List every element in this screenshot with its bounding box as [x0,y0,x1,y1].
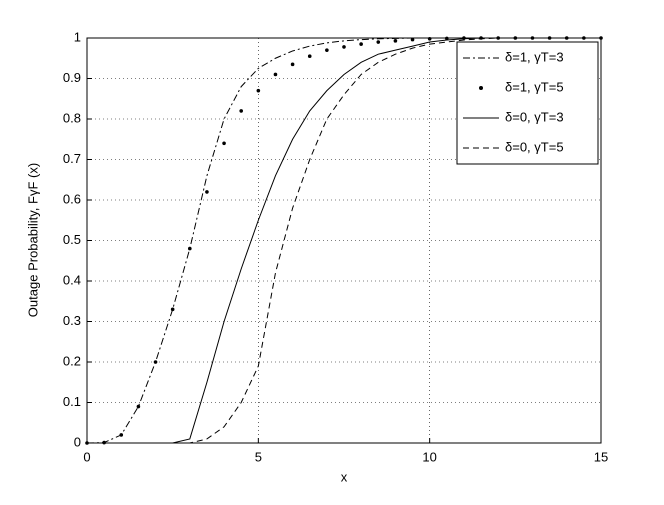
y-axis-label: Outage Probability, FγF (x) [25,163,40,317]
data-point [410,37,415,42]
data-point [307,54,312,59]
data-point [376,40,381,44]
y-tick-label: 0.1 [63,394,81,409]
y-tick-label: 0.5 [63,232,81,247]
legend-label: δ=0, γT=5 [505,139,564,154]
data-point [188,246,192,251]
data-point [256,88,261,93]
legend-label: δ=1, γT=5 [505,79,564,94]
y-tick-label: 0.2 [63,353,81,368]
data-point [290,62,295,67]
y-tick-label: 0.6 [63,191,81,206]
data-point [359,42,363,46]
x-tick-label: 10 [422,449,436,464]
y-tick-label: 0.3 [63,313,81,328]
data-point [205,190,209,194]
data-line [87,37,601,444]
data-point [153,360,158,364]
x-tick-label: 5 [255,449,262,464]
data-point [170,307,175,312]
data-point [427,37,432,41]
legend-label: δ=0, γT=3 [505,109,564,124]
y-tick-label: 0.8 [63,110,81,125]
data-point [342,45,346,49]
y-tick-label: 0.4 [63,272,81,287]
data-point [136,404,141,409]
legend-swatch [479,86,483,90]
data-point [393,39,398,43]
legend-box [456,41,599,165]
data-point [445,36,449,41]
x-tick-label: 0 [83,449,90,464]
data-point [273,72,278,77]
y-tick-label: 0.9 [63,70,81,85]
data-point [239,109,243,113]
x-axis-label: x [341,469,348,484]
data-point [119,433,124,437]
y-tick-label: 0 [74,434,81,449]
y-tick-label: 1 [74,29,81,44]
x-tick-label: 15 [594,449,608,464]
plot-frame [86,37,602,444]
data-point [325,48,329,52]
data-point [222,141,226,146]
legend-label: δ=1, γT=3 [505,49,564,64]
y-tick-label: 0.7 [63,151,81,166]
